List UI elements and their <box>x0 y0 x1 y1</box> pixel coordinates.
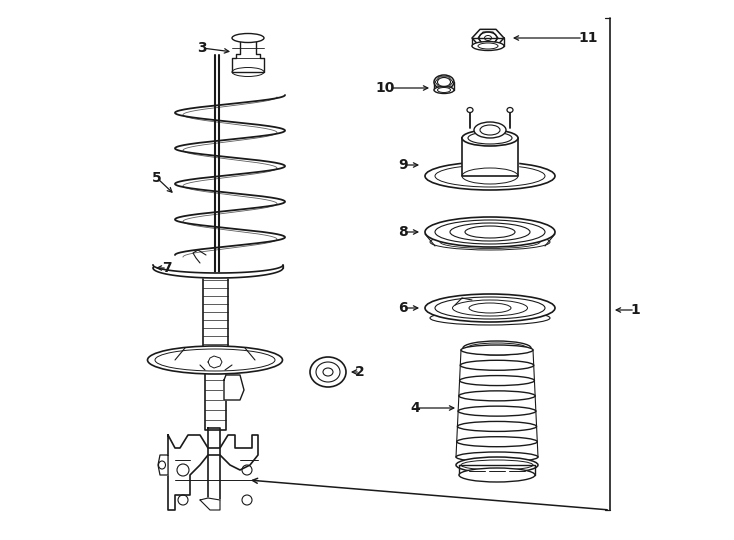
Ellipse shape <box>460 360 534 370</box>
Polygon shape <box>158 455 168 475</box>
Text: 8: 8 <box>399 225 408 239</box>
Ellipse shape <box>463 341 531 355</box>
Polygon shape <box>208 356 222 368</box>
Text: 2: 2 <box>355 365 365 379</box>
Ellipse shape <box>425 162 555 190</box>
Ellipse shape <box>459 468 535 482</box>
Polygon shape <box>472 38 504 46</box>
Ellipse shape <box>425 217 555 247</box>
Polygon shape <box>200 498 220 510</box>
Ellipse shape <box>310 357 346 387</box>
Ellipse shape <box>232 33 264 43</box>
Ellipse shape <box>507 107 513 112</box>
Polygon shape <box>205 355 226 430</box>
Polygon shape <box>462 138 518 176</box>
Text: 6: 6 <box>399 301 408 315</box>
Polygon shape <box>153 265 283 278</box>
Ellipse shape <box>425 294 555 322</box>
Ellipse shape <box>452 300 528 316</box>
Ellipse shape <box>459 391 535 401</box>
Text: 1: 1 <box>630 303 640 317</box>
Ellipse shape <box>434 75 454 89</box>
Polygon shape <box>434 82 454 90</box>
Ellipse shape <box>434 86 454 93</box>
Polygon shape <box>168 435 258 510</box>
Ellipse shape <box>148 346 283 374</box>
Text: 3: 3 <box>197 41 207 55</box>
Polygon shape <box>203 275 228 355</box>
Text: 4: 4 <box>410 401 420 415</box>
Text: 11: 11 <box>578 31 597 45</box>
Ellipse shape <box>456 457 538 473</box>
Polygon shape <box>459 465 535 475</box>
Polygon shape <box>472 29 504 46</box>
Ellipse shape <box>458 406 536 416</box>
Ellipse shape <box>435 297 545 319</box>
Ellipse shape <box>456 452 538 462</box>
Text: 9: 9 <box>399 158 408 172</box>
Ellipse shape <box>457 421 537 431</box>
Ellipse shape <box>461 345 533 355</box>
Polygon shape <box>232 38 264 72</box>
Text: 5: 5 <box>152 171 162 185</box>
Ellipse shape <box>467 107 473 112</box>
Ellipse shape <box>474 122 506 138</box>
Ellipse shape <box>472 42 504 51</box>
Ellipse shape <box>450 223 530 241</box>
Polygon shape <box>224 375 244 400</box>
Text: 10: 10 <box>376 81 395 95</box>
Ellipse shape <box>316 362 340 382</box>
Polygon shape <box>208 428 220 500</box>
Ellipse shape <box>435 220 545 244</box>
Ellipse shape <box>462 130 518 146</box>
Ellipse shape <box>479 32 497 44</box>
Ellipse shape <box>457 437 537 447</box>
Ellipse shape <box>459 376 534 386</box>
Text: 7: 7 <box>162 261 172 275</box>
